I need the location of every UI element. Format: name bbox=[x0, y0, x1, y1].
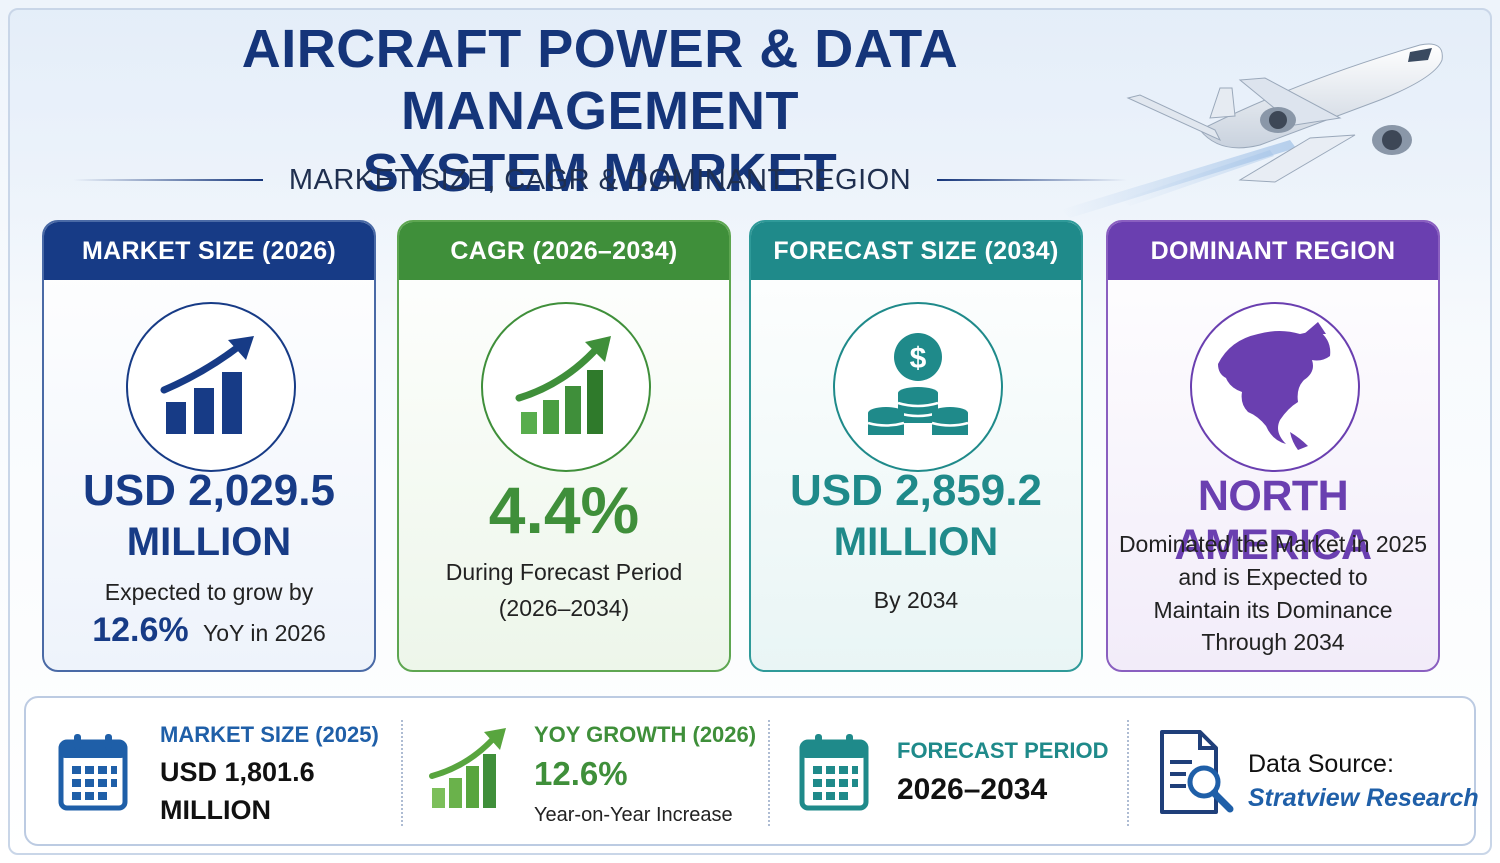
growth-highlight: 12.6% bbox=[92, 611, 189, 649]
forecast-size-unit: MILLION bbox=[833, 520, 999, 564]
summary-forecast-label: FORECAST PERIOD bbox=[897, 738, 1109, 763]
summary-market-size-unit: MILLION bbox=[160, 795, 271, 825]
market-size-value: USD 2,029.5 bbox=[83, 466, 335, 515]
summary-yoy-value: 12.6% bbox=[534, 755, 628, 792]
market-size-note: Expected to grow by bbox=[104, 579, 314, 605]
summary-yoy-note: Year-on-Year Increase bbox=[534, 804, 733, 826]
region-note-4: Through 2034 bbox=[1201, 629, 1345, 655]
card-header: CAGR (2026–2034) bbox=[399, 222, 729, 280]
svg-text:$: $ bbox=[910, 342, 927, 375]
airplane-illustration bbox=[1060, 43, 1443, 218]
region-note-2: and is Expected to bbox=[1178, 564, 1368, 590]
calendar-icon bbox=[58, 734, 128, 811]
summary-data-source: Data Source: Stratview Research bbox=[1128, 698, 1479, 848]
summary-forecast-value: 2026–2034 bbox=[897, 773, 1048, 806]
title-line-2: SYSTEM MARKET bbox=[362, 143, 838, 203]
document-search-icon bbox=[1160, 730, 1234, 814]
summary-source-value: Stratview Research bbox=[1248, 784, 1479, 812]
summary-market-size-label: MARKET SIZE (2025) bbox=[160, 722, 379, 747]
subtitle: MARKET SIZE, CAGR & DOMINANT REGION bbox=[288, 163, 912, 196]
rising-bar-chart-icon bbox=[126, 302, 296, 472]
region-note-1: Dominated the Market in 2025 bbox=[1118, 531, 1428, 557]
dollar-coins-icon: $ bbox=[833, 302, 1003, 472]
divider bbox=[1127, 720, 1129, 826]
card-header: FORECAST SIZE (2034) bbox=[751, 222, 1081, 280]
market-size-growth-line: 12.6% YoY in 2026 bbox=[44, 611, 374, 649]
cagr-note-1: During Forecast Period bbox=[445, 559, 683, 585]
card-dominant-region: DOMINANT REGION NORTH AMERICA Dominated … bbox=[1106, 220, 1440, 672]
summary-strip: MARKET SIZE (2025) USD 1,801.6 MILLION Y… bbox=[24, 696, 1479, 848]
forecast-size-note: By 2034 bbox=[873, 587, 959, 613]
card-market-size: MARKET SIZE (2026) USD 2,029.5 MILLION E… bbox=[42, 220, 376, 672]
subtitle-row: MARKET SIZE, CAGR & DOMINANT REGION bbox=[40, 160, 1160, 200]
region-value: NORTH AMERICA bbox=[1174, 472, 1372, 569]
forecast-size-value: USD 2,859.2 bbox=[790, 466, 1042, 515]
market-size-unit: MILLION bbox=[126, 520, 292, 564]
page-title: AIRCRAFT POWER & DATA MANAGEMENT SYSTEM … bbox=[40, 18, 1160, 204]
cagr-note-2: (2026–2034) bbox=[498, 595, 630, 621]
summary-yoy-label: YOY GROWTH (2026) bbox=[534, 722, 757, 747]
summary-source-label: Data Source: bbox=[1248, 750, 1394, 778]
summary-market-size: MARKET SIZE (2025) USD 1,801.6 MILLION bbox=[26, 698, 401, 848]
calendar-icon bbox=[799, 734, 869, 811]
divider bbox=[768, 720, 770, 826]
summary-market-size-value: USD 1,801.6 bbox=[160, 757, 315, 787]
north-america-globe-icon bbox=[1190, 302, 1360, 472]
card-cagr: CAGR (2026–2034) 4.4% During Forecast Pe… bbox=[397, 220, 731, 672]
summary-forecast-period: FORECAST PERIOD 2026–2034 bbox=[769, 698, 1127, 848]
title-line-1: AIRCRAFT POWER & DATA MANAGEMENT bbox=[241, 19, 959, 141]
growth-suffix: YoY in 2026 bbox=[203, 620, 326, 646]
card-header: MARKET SIZE (2026) bbox=[44, 222, 374, 280]
card-header: DOMINANT REGION bbox=[1108, 222, 1438, 280]
region-note-3: Maintain its Dominance bbox=[1153, 597, 1393, 623]
growth-chart-icon bbox=[429, 728, 506, 808]
summary-yoy-growth: YOY GROWTH (2026) 12.6% Year-on-Year Inc… bbox=[402, 698, 768, 848]
divider bbox=[401, 720, 403, 826]
card-forecast-size: FORECAST SIZE (2034) $ USD 2,859.2 MILLI… bbox=[749, 220, 1083, 672]
growth-chart-icon bbox=[481, 302, 651, 472]
subtitle-rule-right bbox=[937, 179, 1128, 181]
subtitle-rule-left bbox=[72, 179, 263, 181]
cagr-value: 4.4% bbox=[488, 473, 640, 547]
